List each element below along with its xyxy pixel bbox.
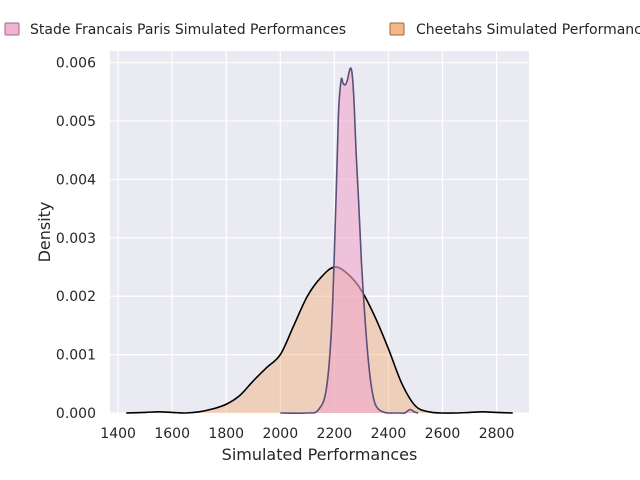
y-tick-label: 0.000	[56, 406, 96, 422]
legend-label-stade-francais: Stade Francais Paris Simulated Performan…	[30, 22, 346, 38]
x-tick-label: 1600	[154, 426, 190, 442]
y-tick-label: 0.003	[56, 231, 96, 247]
x-tick-label: 1400	[100, 426, 136, 442]
x-tick-label: 2400	[371, 426, 407, 442]
density-area-cheetahs	[126, 266, 513, 414]
x-tick-label: 2600	[425, 426, 461, 442]
y-tick-label: 0.005	[56, 114, 96, 130]
x-tick-label: 2800	[479, 426, 515, 442]
x-tick-label: 2000	[262, 426, 298, 442]
y-axis-label: Density	[35, 202, 54, 263]
density-area-stade-francais	[280, 68, 419, 414]
legend-label-cheetahs: Cheetahs Simulated Performances	[416, 22, 640, 38]
x-axis-label: Simulated Performances	[222, 445, 418, 464]
legend: Stade Francais Paris Simulated Performan…	[4, 22, 640, 38]
y-tick-label: 0.002	[56, 289, 96, 305]
x-tick-label: 2200	[317, 426, 353, 442]
y-tick-label: 0.006	[56, 56, 96, 72]
density-line-cheetahs	[126, 266, 513, 414]
y-tick-label: 0.001	[56, 348, 96, 364]
x-axis-ticks: 1400 1600 1800 2000 2200 2400 2600 2800	[100, 426, 514, 442]
density-areas	[126, 67, 513, 415]
x-tick-label: 1800	[208, 426, 244, 442]
y-axis-ticks: 0.000 0.001 0.002 0.003 0.004 0.005 0.006	[56, 56, 96, 422]
legend-swatch-cheetahs	[389, 22, 405, 36]
plot-area	[110, 51, 529, 413]
density-line-stade-francais	[280, 67, 419, 415]
y-tick-label: 0.004	[56, 172, 96, 188]
legend-swatch-stade-francais	[4, 22, 20, 36]
